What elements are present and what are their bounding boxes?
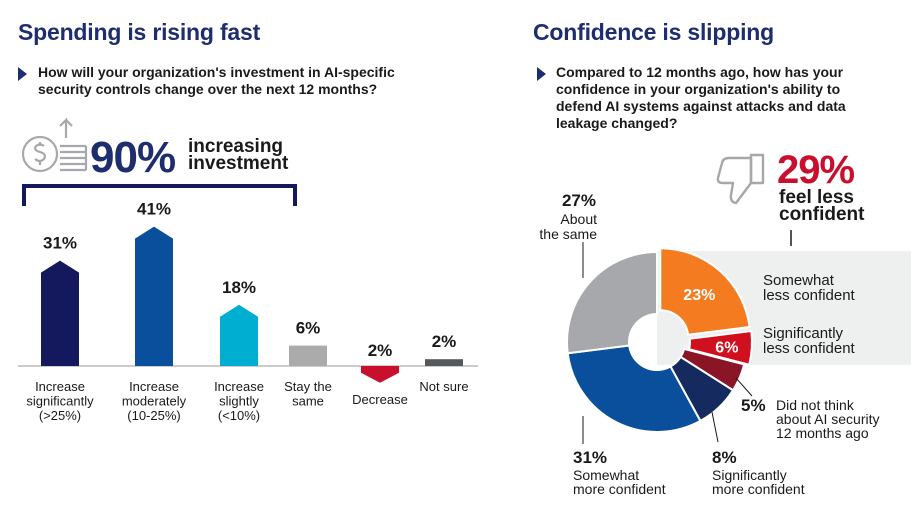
- category-label: Stay the: [284, 379, 332, 394]
- bar-chart: 31%Increasesignificantly(>25%)41%Increas…: [18, 184, 478, 423]
- pie-value-label: 31%: [573, 448, 607, 467]
- pie-value-label: 23%: [683, 287, 715, 304]
- right-headline-line2: confident: [779, 204, 865, 225]
- pie-category-label: Significantly: [763, 325, 844, 342]
- right-title: Confidence is slipping: [533, 19, 774, 45]
- question-marker-icon: [537, 67, 546, 81]
- pie-value-label: 8%: [712, 448, 737, 467]
- pie-category-label: 12 months ago: [776, 425, 869, 441]
- bar: [361, 366, 399, 383]
- category-label: (>25%): [39, 408, 81, 423]
- pie-category-label: Somewhat: [573, 467, 639, 483]
- right-headline-line1: feel less: [779, 187, 854, 208]
- right-question: Compared to 12 months ago, how has your …: [556, 64, 846, 131]
- pie-value-label: 5%: [741, 396, 766, 415]
- left-title: Spending is rising fast: [18, 19, 261, 45]
- category-label: Not sure: [419, 379, 468, 394]
- question-marker-icon: [18, 67, 27, 81]
- bar-value-label: 18%: [222, 278, 256, 297]
- pie-slice: [566, 250, 658, 355]
- pie-category-label: less confident: [763, 340, 856, 357]
- category-label: significantly: [26, 394, 94, 409]
- money-growth-icon: [21, 117, 88, 173]
- pie-slice: [566, 344, 702, 433]
- bar: [425, 359, 463, 366]
- pie-category-label: about AI security: [776, 411, 880, 427]
- category-label: (<10%): [218, 408, 260, 423]
- bar: [135, 226, 173, 366]
- category-label: slightly: [219, 394, 259, 409]
- left-headline-value: 90%: [90, 133, 176, 182]
- category-label: Decrease: [352, 392, 408, 407]
- bar: [289, 345, 327, 366]
- pie-category-label: more confident: [573, 481, 666, 497]
- category-label: Increase: [129, 379, 179, 394]
- category-label: Increase: [214, 379, 264, 394]
- bar-value-label: 31%: [43, 234, 77, 253]
- left-question: How will your organization's investment …: [38, 64, 395, 97]
- bar-value-label: 2%: [432, 332, 457, 351]
- category-label: Increase: [35, 379, 85, 394]
- callout-line: [711, 411, 719, 443]
- left-headline-line2: investment: [188, 153, 289, 174]
- thumbs-down-icon: [716, 153, 765, 205]
- bracket: [22, 184, 297, 206]
- pie-value-label: 6%: [715, 339, 738, 356]
- pie-category-label: About: [560, 211, 597, 227]
- pie-category-label: Did not think: [776, 397, 855, 413]
- left-headline-line1: increasing: [188, 136, 284, 157]
- bar: [41, 260, 79, 366]
- pie-category-label: Significantly: [712, 467, 787, 483]
- bar: [220, 304, 258, 366]
- pie-category-label: the same: [539, 226, 597, 242]
- pie-category-label: more confident: [712, 481, 805, 497]
- bar-value-label: 6%: [296, 319, 321, 338]
- category-label: moderately: [122, 394, 187, 409]
- bar-value-label: 2%: [368, 341, 393, 360]
- bar-value-label: 41%: [137, 200, 171, 219]
- pie-category-label: Somewhat: [763, 272, 835, 289]
- category-label: (10-25%): [127, 408, 180, 423]
- category-label: same: [292, 394, 324, 409]
- right-headline-value: 29%: [777, 148, 855, 192]
- pie-value-label: 27%: [562, 191, 596, 210]
- pie-slice: [659, 247, 751, 336]
- pie-category-label: less confident: [763, 287, 856, 304]
- callout-line: [735, 377, 753, 397]
